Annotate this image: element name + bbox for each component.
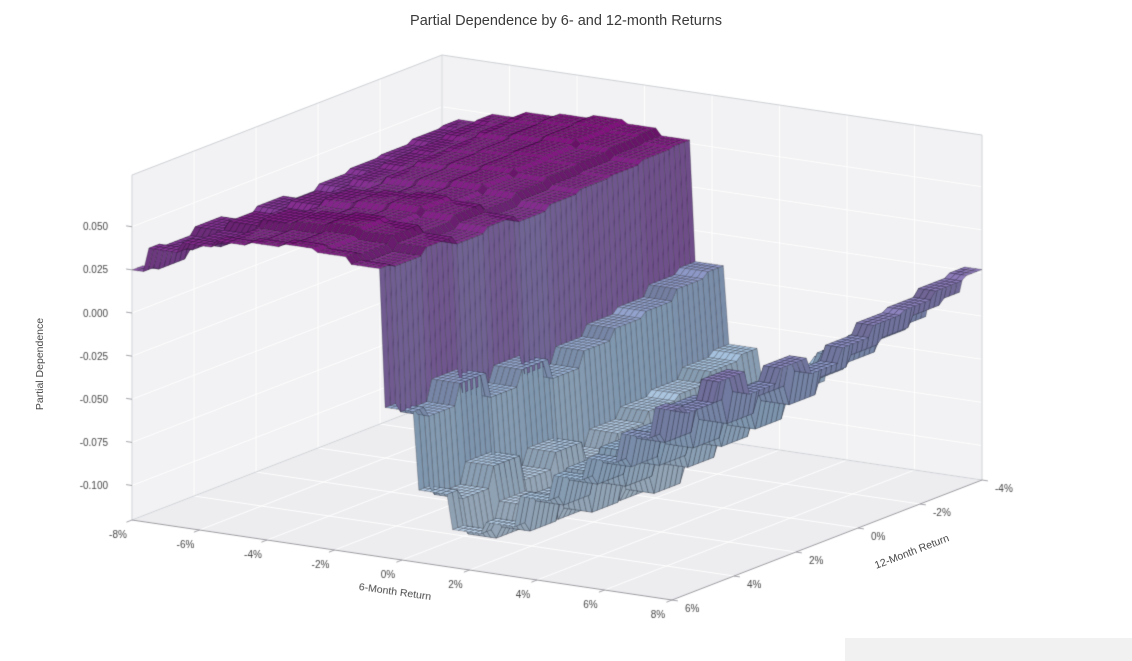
z-axis-label: Partial Dependence (34, 317, 46, 411)
bottom-right-panel (845, 638, 1132, 661)
chart-title: Partial Dependence by 6- and 12-month Re… (410, 13, 722, 29)
